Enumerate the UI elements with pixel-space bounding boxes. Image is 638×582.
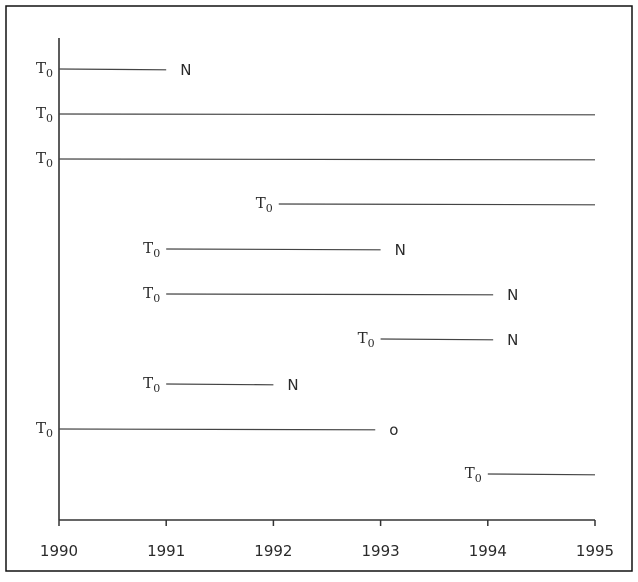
end-label: N [180, 61, 191, 79]
start-label-subscript: 0 [153, 292, 160, 305]
start-label: T0 [358, 329, 375, 350]
start-label-t: T [36, 149, 46, 167]
start-label-t: T [36, 59, 46, 77]
subject-line [58, 428, 376, 431]
subject-line [58, 113, 596, 116]
start-label: T0 [143, 239, 160, 260]
start-label: T0 [465, 464, 482, 485]
end-label: N [287, 376, 298, 394]
x-tick-label: 1990 [40, 542, 78, 560]
start-label-subscript: 0 [368, 337, 375, 350]
start-label-subscript: 0 [153, 247, 160, 260]
start-label: T0 [36, 419, 53, 440]
start-label: T0 [36, 59, 53, 80]
start-label-subscript: 0 [475, 472, 482, 485]
end-label: N [507, 331, 518, 349]
start-label-t: T [143, 239, 153, 257]
start-label: T0 [143, 284, 160, 305]
start-label-t: T [358, 329, 368, 347]
x-tick-label: 1991 [147, 542, 185, 560]
start-label-subscript: 0 [153, 382, 160, 395]
start-label-t: T [36, 419, 46, 437]
start-label-subscript: 0 [46, 157, 53, 170]
subject-line [380, 338, 494, 341]
start-label-t: T [143, 374, 153, 392]
subject-line [166, 248, 381, 251]
subject-line [58, 68, 167, 71]
start-label: T0 [256, 194, 273, 215]
start-label: T0 [36, 104, 53, 125]
start-label-subscript: 0 [46, 112, 53, 125]
subject-line [487, 473, 596, 476]
x-tick-label: 1993 [362, 542, 400, 560]
start-label-subscript: 0 [46, 67, 53, 80]
start-label-t: T [256, 194, 266, 212]
start-label-subscript: 0 [46, 427, 53, 440]
end-label: N [395, 241, 406, 259]
start-label: T0 [36, 149, 53, 170]
subject-line [58, 158, 596, 161]
x-tick-label: 1992 [254, 542, 292, 560]
x-tick-label: 1994 [469, 542, 507, 560]
subject-line [166, 293, 494, 296]
chart-border [5, 5, 633, 572]
end-label: N [507, 286, 518, 304]
start-label-subscript: 0 [266, 202, 273, 215]
subject-line [278, 203, 596, 206]
start-label: T0 [143, 374, 160, 395]
end-label: o [389, 421, 398, 439]
start-label-t: T [36, 104, 46, 122]
start-label-t: T [143, 284, 153, 302]
x-tick-label: 1995 [576, 542, 614, 560]
start-label-t: T [465, 464, 475, 482]
subject-line [166, 383, 274, 386]
